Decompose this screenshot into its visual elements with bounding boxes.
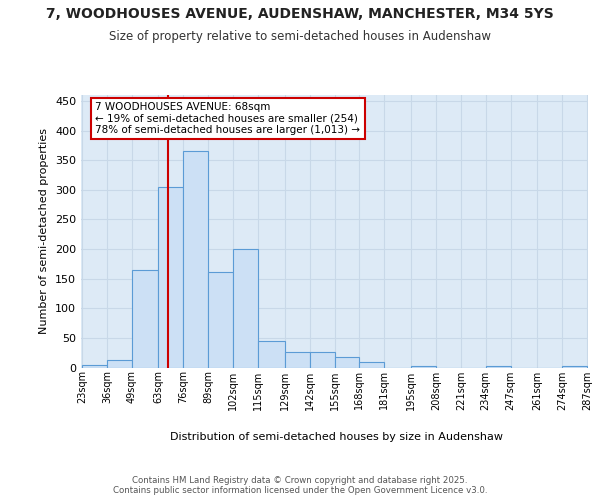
Bar [335,357,359,368]
Bar [562,366,587,368]
Bar [233,249,258,368]
Bar [158,187,184,368]
Bar [411,366,436,368]
Bar [485,366,511,368]
Text: Contains HM Land Registry data © Crown copyright and database right 2025.
Contai: Contains HM Land Registry data © Crown c… [113,476,487,495]
Bar [107,360,132,368]
Bar [132,270,158,368]
Text: 7 WOODHOUSES AVENUE: 68sqm
← 19% of semi-detached houses are smaller (254)
78% o: 7 WOODHOUSES AVENUE: 68sqm ← 19% of semi… [95,102,361,136]
Text: Size of property relative to semi-detached houses in Audenshaw: Size of property relative to semi-detach… [109,30,491,43]
Bar [208,272,233,368]
Bar [82,364,107,368]
Bar [258,341,285,367]
Text: 7, WOODHOUSES AVENUE, AUDENSHAW, MANCHESTER, M34 5YS: 7, WOODHOUSES AVENUE, AUDENSHAW, MANCHES… [46,8,554,22]
Bar [359,362,384,368]
Bar [285,352,310,368]
Bar [184,152,208,368]
Y-axis label: Number of semi-detached properties: Number of semi-detached properties [40,128,49,334]
Bar [310,352,335,368]
Text: Distribution of semi-detached houses by size in Audenshaw: Distribution of semi-detached houses by … [170,432,503,442]
